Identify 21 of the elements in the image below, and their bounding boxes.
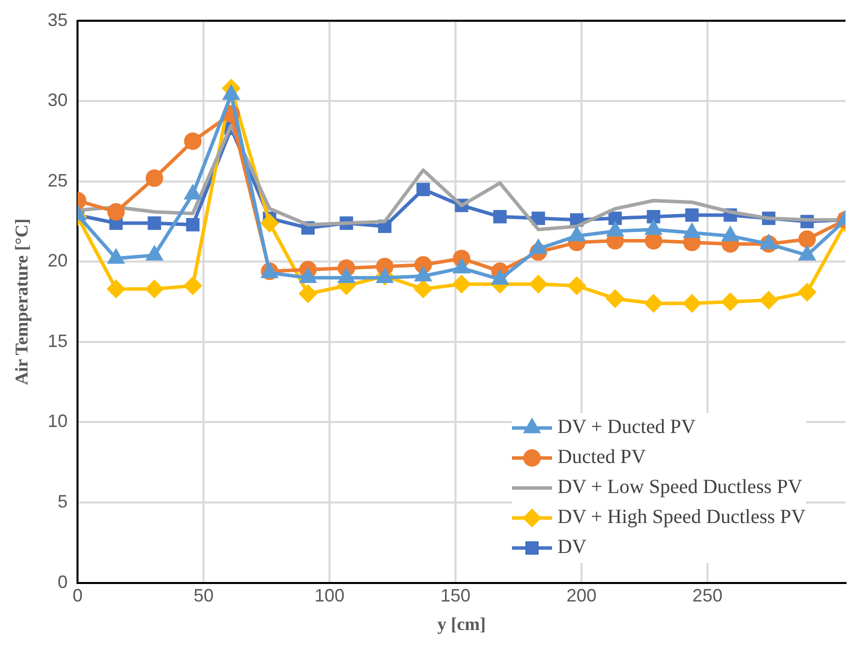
legend-label: DV + Low Speed Ductless PV <box>558 476 802 500</box>
x-tick-label: 0 <box>72 586 83 606</box>
y-tick-label: 30 <box>48 90 68 110</box>
x-tick-label: 100 <box>314 586 345 606</box>
y-tick-label: 5 <box>58 491 68 512</box>
x-tick-label: 150 <box>440 586 471 606</box>
x-tick-label: 250 <box>692 586 722 606</box>
y-tick-label: 10 <box>48 411 68 432</box>
y-axis-title: Air Temperature [°C] <box>11 218 32 386</box>
y-tick-label: 35 <box>48 10 68 30</box>
y-tick-label: 20 <box>48 250 68 271</box>
legend-label: DV + Ducted PV <box>558 416 696 440</box>
x-tick-label: 200 <box>566 586 596 606</box>
legend-label: DV + High Speed Ductless PV <box>558 506 806 530</box>
x-axis-title: y [cm] <box>437 614 486 634</box>
legend-label: Ducted PV <box>558 446 646 470</box>
x-tick-label: 50 <box>194 586 214 606</box>
y-tick-label: 25 <box>48 170 68 190</box>
y-tick-label: 15 <box>48 330 68 351</box>
legend-label: DV <box>558 536 586 560</box>
y-tick-label: 0 <box>58 572 68 592</box>
